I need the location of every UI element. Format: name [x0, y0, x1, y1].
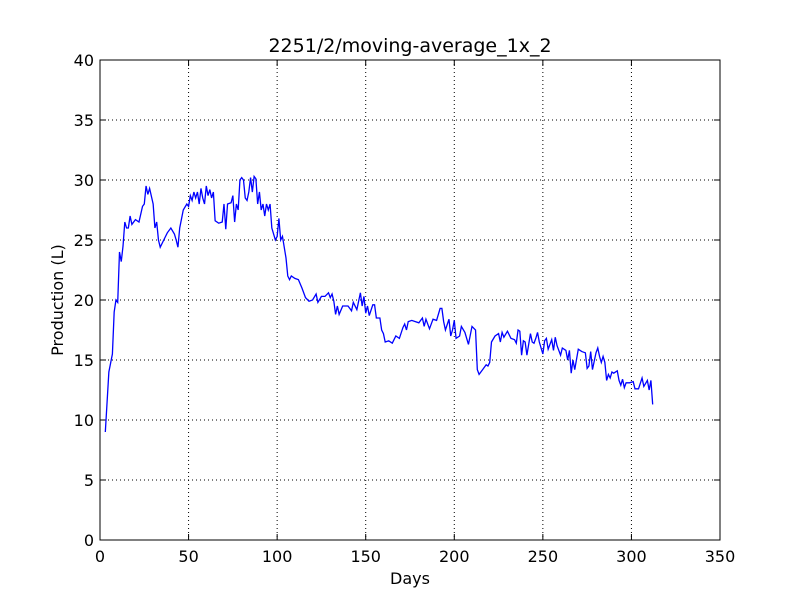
y-tick-label: 10	[74, 411, 94, 430]
y-tick-label: 0	[84, 531, 94, 550]
x-tick-label: 50	[178, 547, 198, 566]
data-line	[104, 174, 654, 433]
y-tick-label: 25	[74, 231, 94, 250]
x-tick-label: 300	[616, 547, 647, 566]
y-tick-label: 40	[74, 51, 94, 70]
x-axis-label: Days	[390, 569, 430, 588]
plot-frame	[99, 59, 721, 541]
chart-title: 2251/2/moving-average_1x_2	[268, 35, 551, 57]
x-tick-label: 200	[439, 547, 470, 566]
x-tick-label: 350	[705, 547, 736, 566]
y-tick-label: 35	[74, 111, 94, 130]
x-tick-label: 250	[528, 547, 559, 566]
y-axis-label: Production (L)	[48, 244, 67, 356]
x-tick-label: 100	[262, 547, 293, 566]
x-tick-label: 150	[350, 547, 381, 566]
y-tick-label: 15	[74, 351, 94, 370]
x-tick-label: 0	[95, 547, 105, 566]
y-tick-label: 30	[74, 171, 94, 190]
y-tick-label: 20	[74, 291, 94, 310]
y-tick-label: 5	[84, 471, 94, 490]
